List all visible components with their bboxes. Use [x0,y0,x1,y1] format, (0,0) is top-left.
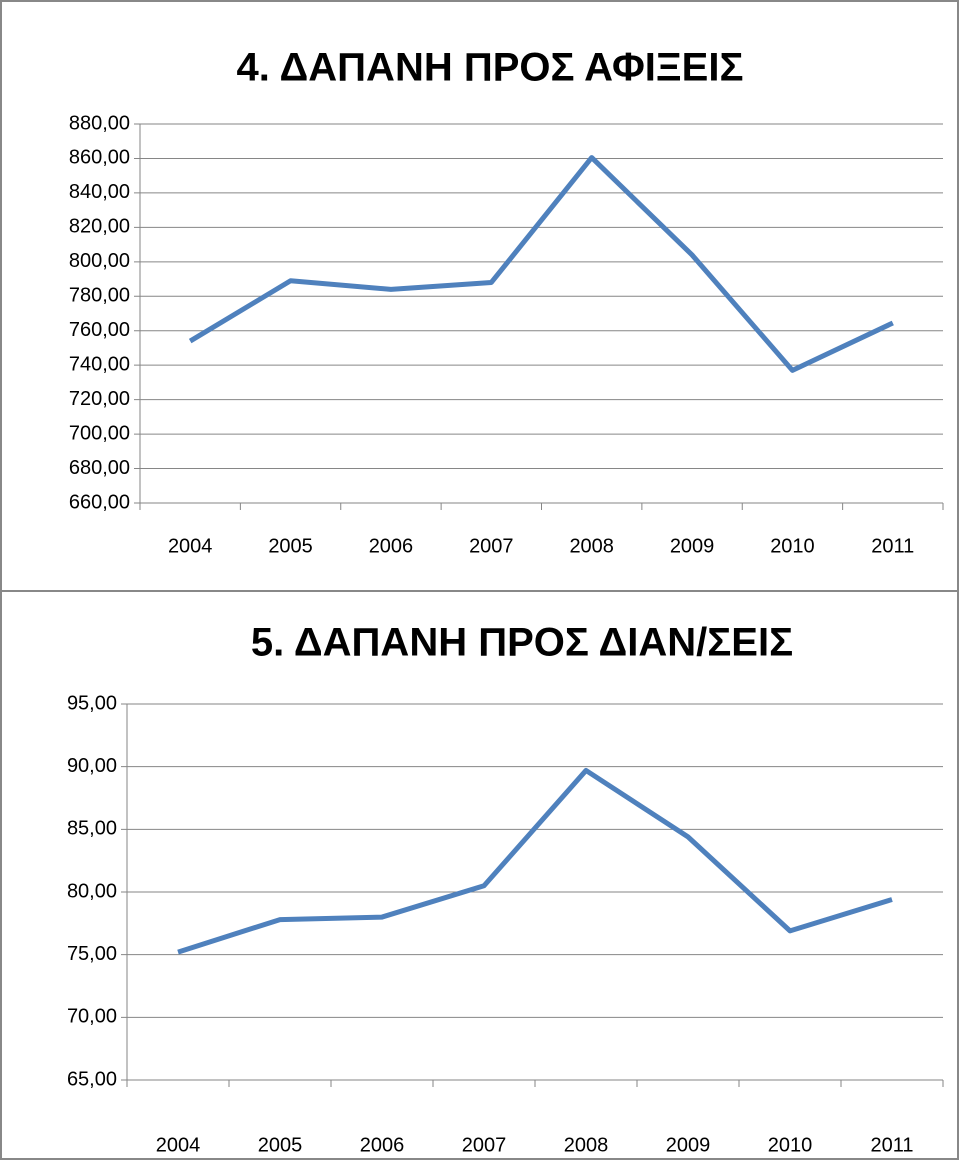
data-line [177,767,893,955]
y-tick-label: 760,00 [69,319,130,341]
y-tick-label: 840,00 [69,181,130,203]
y-tick-label: 70,00 [67,1006,117,1028]
x-tick-label: 2005 [258,1134,303,1156]
y-tick-label: 90,00 [67,755,117,777]
x-tick-label: 2006 [360,1134,405,1156]
y-tick-label: 65,00 [67,1068,117,1090]
x-tick-label: 2009 [670,535,715,557]
chart-frame [0,590,959,1160]
y-tick-label: 80,00 [67,880,117,902]
x-tick-label: 2006 [369,535,414,557]
x-tick-label: 2005 [268,535,313,557]
y-tick-label: 860,00 [69,147,130,169]
chart-title: 5. ΔΑΠΑΝΗ ΠΡΟΣ ΔΙΑΝ/ΣΕΙΣ [251,621,793,665]
y-tick-label: 680,00 [69,457,130,479]
x-tick-label: 2007 [462,1134,507,1156]
x-tick-label: 2008 [564,1134,609,1156]
y-tick-label: 85,00 [67,818,117,840]
x-tick-label: 2008 [569,535,614,557]
x-tick-label: 2009 [666,1134,711,1156]
y-tick-label: 660,00 [69,491,130,513]
y-tick-label: 75,00 [67,943,117,965]
chart-title: 4. ΔΑΠΑΝΗ ΠΡΟΣ ΑΦΙΞΕΙΣ [237,46,744,90]
x-tick-label: 2007 [469,535,514,557]
x-tick-label: 2011 [870,1134,913,1156]
y-tick-label: 720,00 [69,388,130,410]
y-tick-label: 820,00 [69,216,130,238]
x-tick-label: 2004 [168,535,213,557]
y-tick-label: 780,00 [69,285,130,307]
x-tick-label: 2011 [871,535,914,557]
x-tick-label: 2010 [768,1134,813,1156]
data-line [188,155,894,373]
y-tick-label: 700,00 [69,422,130,444]
y-tick-label: 95,00 [67,692,117,714]
y-tick-label: 800,00 [69,250,130,272]
y-tick-label: 740,00 [69,353,130,375]
x-tick-label: 2004 [156,1134,201,1156]
x-tick-label: 2010 [770,535,815,557]
y-tick-label: 880,00 [69,112,130,134]
